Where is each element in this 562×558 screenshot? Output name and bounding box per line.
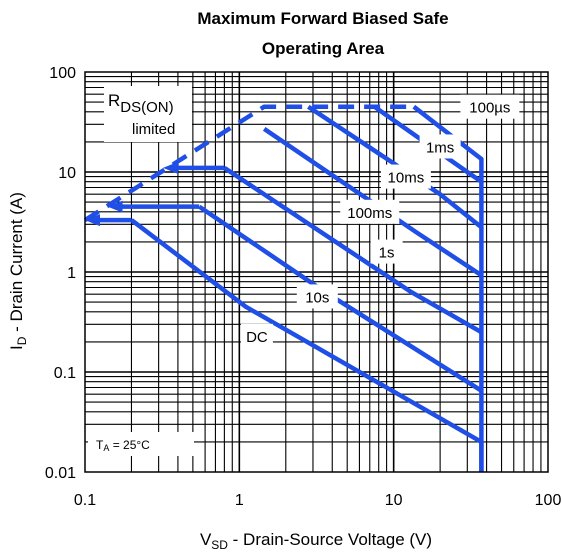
x-tick-label: 100 <box>535 492 562 509</box>
chart-title-line1: Maximum Forward Biased Safe <box>197 9 448 28</box>
curve-label: 10ms <box>388 170 425 187</box>
y-tick-label: 10 <box>58 165 76 182</box>
rds-sub: DS(ON) <box>120 99 173 116</box>
curve-label: 10s <box>305 289 329 306</box>
curve-label: DC <box>246 329 268 346</box>
x-tick-label: 0.1 <box>74 492 96 509</box>
curve-label: 100ms <box>347 205 392 222</box>
series-lines <box>85 107 481 472</box>
chart-title-line2: Operating Area <box>262 39 385 58</box>
curve-label: 1ms <box>426 139 454 156</box>
x-tick-label: 10 <box>385 492 403 509</box>
y-axis-label: ID - Drain Current (A) <box>7 192 29 350</box>
x-axis-label-sub: SD <box>211 538 228 552</box>
y-tick-label: 0.01 <box>45 465 76 482</box>
y-tick-label: 100 <box>49 65 76 82</box>
rds-main: R <box>108 91 120 110</box>
curve-label: 1s <box>379 245 395 262</box>
x-axis-label-rest: - Drain-Source Voltage (V) <box>228 530 432 549</box>
rds-limited-label: limited <box>132 121 175 138</box>
y-axis-label-rest: - Drain Current (A) <box>7 192 26 337</box>
x-axis-label: VSD - Drain-Source Voltage (V) <box>200 530 432 552</box>
y-axis-label-sub: D <box>15 336 29 345</box>
x-axis-label-main: V <box>200 530 212 549</box>
x-tick-label: 1 <box>235 492 244 509</box>
y-tick-label: 1 <box>67 265 76 282</box>
y-tick-label: 0.1 <box>54 365 76 382</box>
curve-label: 100µs <box>469 100 510 117</box>
ta-rest: = 25°C <box>109 438 150 452</box>
series-line-100s <box>414 107 482 472</box>
